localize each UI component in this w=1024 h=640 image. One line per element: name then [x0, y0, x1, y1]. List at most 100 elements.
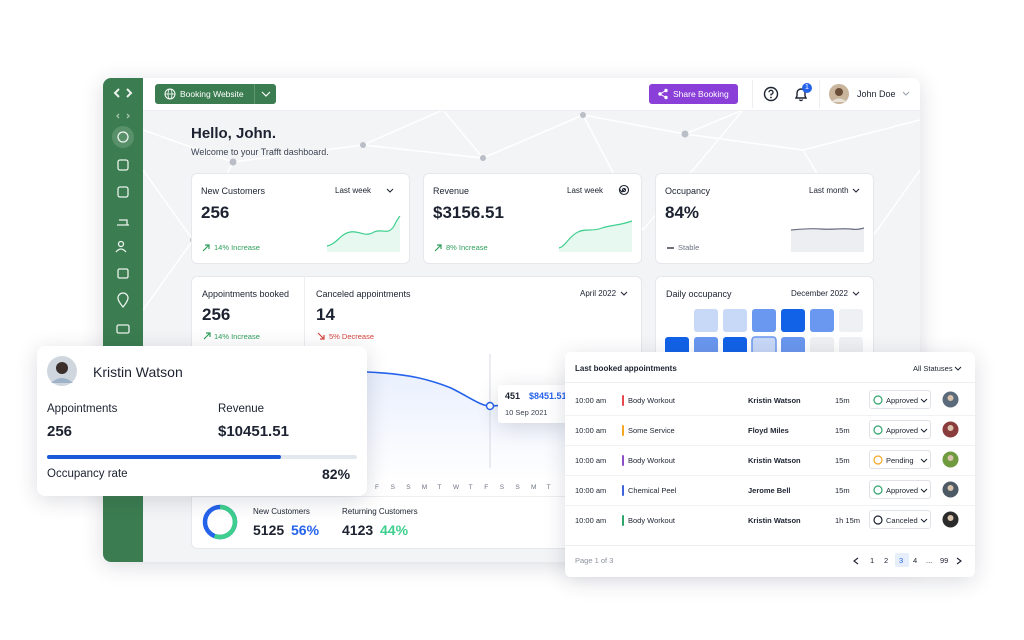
- arrow-up-icon: [203, 332, 211, 340]
- notification-count: 1: [805, 84, 809, 91]
- row-time: 10:00 am: [575, 426, 607, 435]
- chevron-icon[interactable]: [261, 90, 271, 98]
- stat-period[interactable]: Last week: [335, 186, 372, 195]
- chevron-icon[interactable]: [852, 188, 860, 194]
- booked-label: Appointments booked: [202, 289, 290, 299]
- tooltip-date: 10 Sep 2021: [505, 408, 548, 417]
- row-status: Canceled: [886, 516, 918, 525]
- new-customers-label: New Customers: [253, 507, 310, 516]
- divider: [304, 276, 305, 346]
- weekday-label: M: [531, 484, 537, 491]
- dash-icon: [667, 247, 674, 249]
- bell-icon[interactable]: [793, 86, 809, 102]
- prev-icon[interactable]: [852, 557, 860, 565]
- returning-customers-label: Returning Customers: [342, 507, 418, 516]
- stat-period[interactable]: Last week: [567, 186, 604, 195]
- row-duration: 15m: [835, 486, 850, 495]
- stat-change: Stable: [678, 243, 700, 252]
- page-link[interactable]: ...: [926, 556, 933, 565]
- row-service: Some Service: [628, 426, 675, 435]
- page-link[interactable]: 99: [940, 556, 949, 565]
- page-link[interactable]: 2: [884, 556, 889, 565]
- row-customer: Jerome Bell: [748, 486, 791, 495]
- row-status: Pending: [886, 456, 914, 465]
- row-customer: Floyd Miles: [748, 426, 789, 435]
- row-service: Chemical Peel: [628, 486, 677, 495]
- chevron-icon[interactable]: [954, 366, 962, 372]
- status-icon: [873, 425, 883, 435]
- row-time: 10:00 am: [575, 516, 607, 525]
- settings-icon[interactable]: [618, 184, 630, 196]
- status-icon: [873, 515, 883, 525]
- table-title: Last booked appointments: [575, 364, 677, 373]
- chevron-icon[interactable]: [386, 188, 394, 194]
- status-filter[interactable]: All Statuses: [913, 364, 953, 373]
- chevron-icon[interactable]: [920, 518, 928, 524]
- row-customer: Kristin Watson: [748, 516, 801, 525]
- service-color: [622, 455, 624, 466]
- notification-badge: [802, 83, 812, 93]
- period-filter[interactable]: April 2022: [580, 289, 617, 298]
- arrow-down-icon: [317, 332, 325, 340]
- status-icon: [873, 455, 883, 465]
- page-link[interactable]: 3: [899, 556, 904, 565]
- chevron-icon[interactable]: [920, 398, 928, 404]
- chevron-icon[interactable]: [620, 291, 628, 297]
- next-icon[interactable]: [955, 557, 963, 565]
- profile-card: [37, 346, 367, 496]
- status-select[interactable]: [869, 480, 931, 499]
- greeting-title: Hello, John.: [191, 125, 277, 142]
- daily-occupancy-period[interactable]: December 2022: [791, 289, 848, 298]
- weekday-label: S: [515, 484, 520, 491]
- page-current: [895, 553, 909, 567]
- row-time: 10:00 am: [575, 396, 607, 405]
- page-link[interactable]: 4: [913, 556, 918, 565]
- status-select[interactable]: [869, 420, 931, 439]
- globe-icon: [164, 88, 176, 100]
- chevron-icon[interactable]: [920, 458, 928, 464]
- row-avatar: [942, 481, 959, 498]
- row-status: Approved: [886, 396, 919, 405]
- chevron-icon[interactable]: [920, 488, 928, 494]
- booked-value: 256: [202, 305, 231, 324]
- user-name[interactable]: John Doe: [857, 89, 896, 99]
- stat-value: 84%: [665, 203, 700, 222]
- appointments-table: [565, 352, 975, 577]
- stat-value: $3156.51: [433, 203, 504, 222]
- divider: [752, 80, 753, 108]
- stat-period[interactable]: Last month: [809, 186, 849, 195]
- new-customers-share: 56%: [291, 522, 320, 538]
- sparkline: [326, 216, 401, 252]
- weekday-label: S: [390, 484, 395, 491]
- returning-customers-share: 44%: [380, 522, 409, 538]
- daily-occupancy-title: Daily occupancy: [666, 289, 732, 299]
- weekday-label: W: [453, 484, 460, 491]
- share-booking-button[interactable]: [649, 84, 738, 104]
- status-select[interactable]: [869, 450, 931, 469]
- row-customer: Kristin Watson: [748, 456, 801, 465]
- canceled-label: Canceled appointments: [316, 289, 411, 299]
- booking-website-button[interactable]: [155, 84, 276, 104]
- weekday-label: T: [468, 484, 473, 491]
- divider: [254, 84, 255, 104]
- sidebar-icons: [112, 88, 134, 334]
- status-select[interactable]: [869, 390, 931, 409]
- chevron-icon[interactable]: [902, 91, 910, 97]
- help-icon[interactable]: [763, 86, 779, 102]
- tooltip-count: 451: [505, 391, 521, 401]
- share-booking-label: Share Booking: [673, 89, 729, 99]
- row-divider: [565, 445, 975, 446]
- row-divider: [565, 475, 975, 476]
- revenue-value: $10451.51: [218, 423, 289, 440]
- sparkline: [558, 220, 633, 252]
- user-avatar[interactable]: [828, 83, 850, 105]
- new-customers-value: 5125: [253, 522, 285, 538]
- status-icon: [873, 395, 883, 405]
- chevron-icon[interactable]: [852, 291, 860, 297]
- row-duration: 15m: [835, 426, 850, 435]
- arrow-up-icon: [434, 244, 442, 252]
- status-select[interactable]: [869, 510, 931, 529]
- row-customer: Kristin Watson: [748, 396, 801, 405]
- page-link[interactable]: 1: [870, 556, 875, 565]
- chevron-icon[interactable]: [920, 428, 928, 434]
